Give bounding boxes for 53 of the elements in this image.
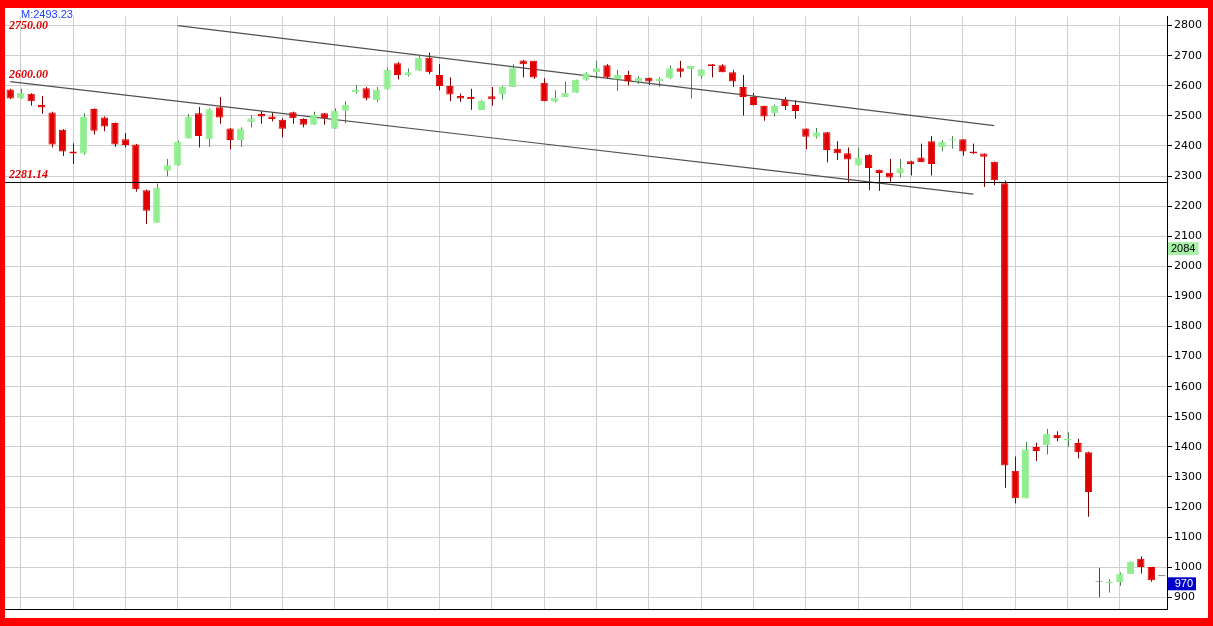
candlestick: [142, 189, 150, 225]
y-tick-label: 900: [1174, 590, 1196, 604]
candlestick: [341, 100, 349, 124]
y-tick-label: 2400: [1174, 138, 1203, 152]
y-tick-label: 1200: [1174, 499, 1203, 513]
candlestick: [425, 52, 433, 75]
candlestick: [226, 127, 234, 150]
candlestick: [195, 106, 203, 148]
y-tick-label: 2100: [1174, 229, 1203, 243]
y-tick-label: 2800: [1174, 18, 1203, 32]
y-tick-label: 1900: [1174, 289, 1203, 303]
text: 2084: [1170, 241, 1196, 254]
series-label: 2600.00: [8, 66, 48, 81]
candlestick: [864, 153, 873, 191]
candlestick: [90, 107, 98, 136]
y-tick-label: 1700: [1174, 349, 1203, 363]
annotation: M:2493.23: [21, 7, 73, 20]
candlestick: [58, 128, 67, 157]
candlestick: [1042, 428, 1051, 455]
candlestick: [1074, 438, 1082, 459]
candlestick: [592, 60, 601, 80]
candlestick: [215, 96, 224, 125]
candlestick: [488, 86, 496, 107]
candlestick: [896, 158, 904, 179]
candlestick: [184, 113, 192, 139]
candlestick: [174, 140, 182, 167]
candlestick: [791, 99, 800, 120]
y-tick-label: 1300: [1174, 469, 1203, 483]
candlestick: [446, 76, 454, 102]
y-tick-label: 1800: [1174, 319, 1203, 333]
y-tick-label: 1500: [1174, 409, 1203, 423]
candlestick: [844, 147, 852, 184]
candlestick: [435, 63, 444, 91]
candlestick: [739, 74, 747, 117]
candlestick: [927, 135, 936, 176]
y-tick-label: 2200: [1174, 199, 1203, 213]
y-tick-label: 2500: [1174, 108, 1203, 122]
candlestick: [823, 131, 831, 163]
candlestick: [1032, 442, 1040, 462]
y-tick-label: 1100: [1174, 530, 1203, 544]
y-tick-label: 2600: [1174, 78, 1203, 92]
candlestick: [111, 122, 119, 148]
text: 970: [1174, 576, 1194, 589]
y-tick-label: 1600: [1174, 379, 1203, 393]
y-tick-label: 2300: [1174, 168, 1203, 182]
candlestick: [278, 117, 287, 138]
annotation: 2750.00: [8, 18, 48, 33]
y-tick-label: 1400: [1174, 439, 1203, 453]
ref-line-label: 2281.14: [8, 166, 48, 181]
candlestick: [885, 158, 894, 183]
y-tick-label: 2700: [1174, 48, 1203, 62]
y-tick-label: 1000: [1174, 560, 1203, 574]
y-tick-label: 2000: [1174, 259, 1203, 273]
